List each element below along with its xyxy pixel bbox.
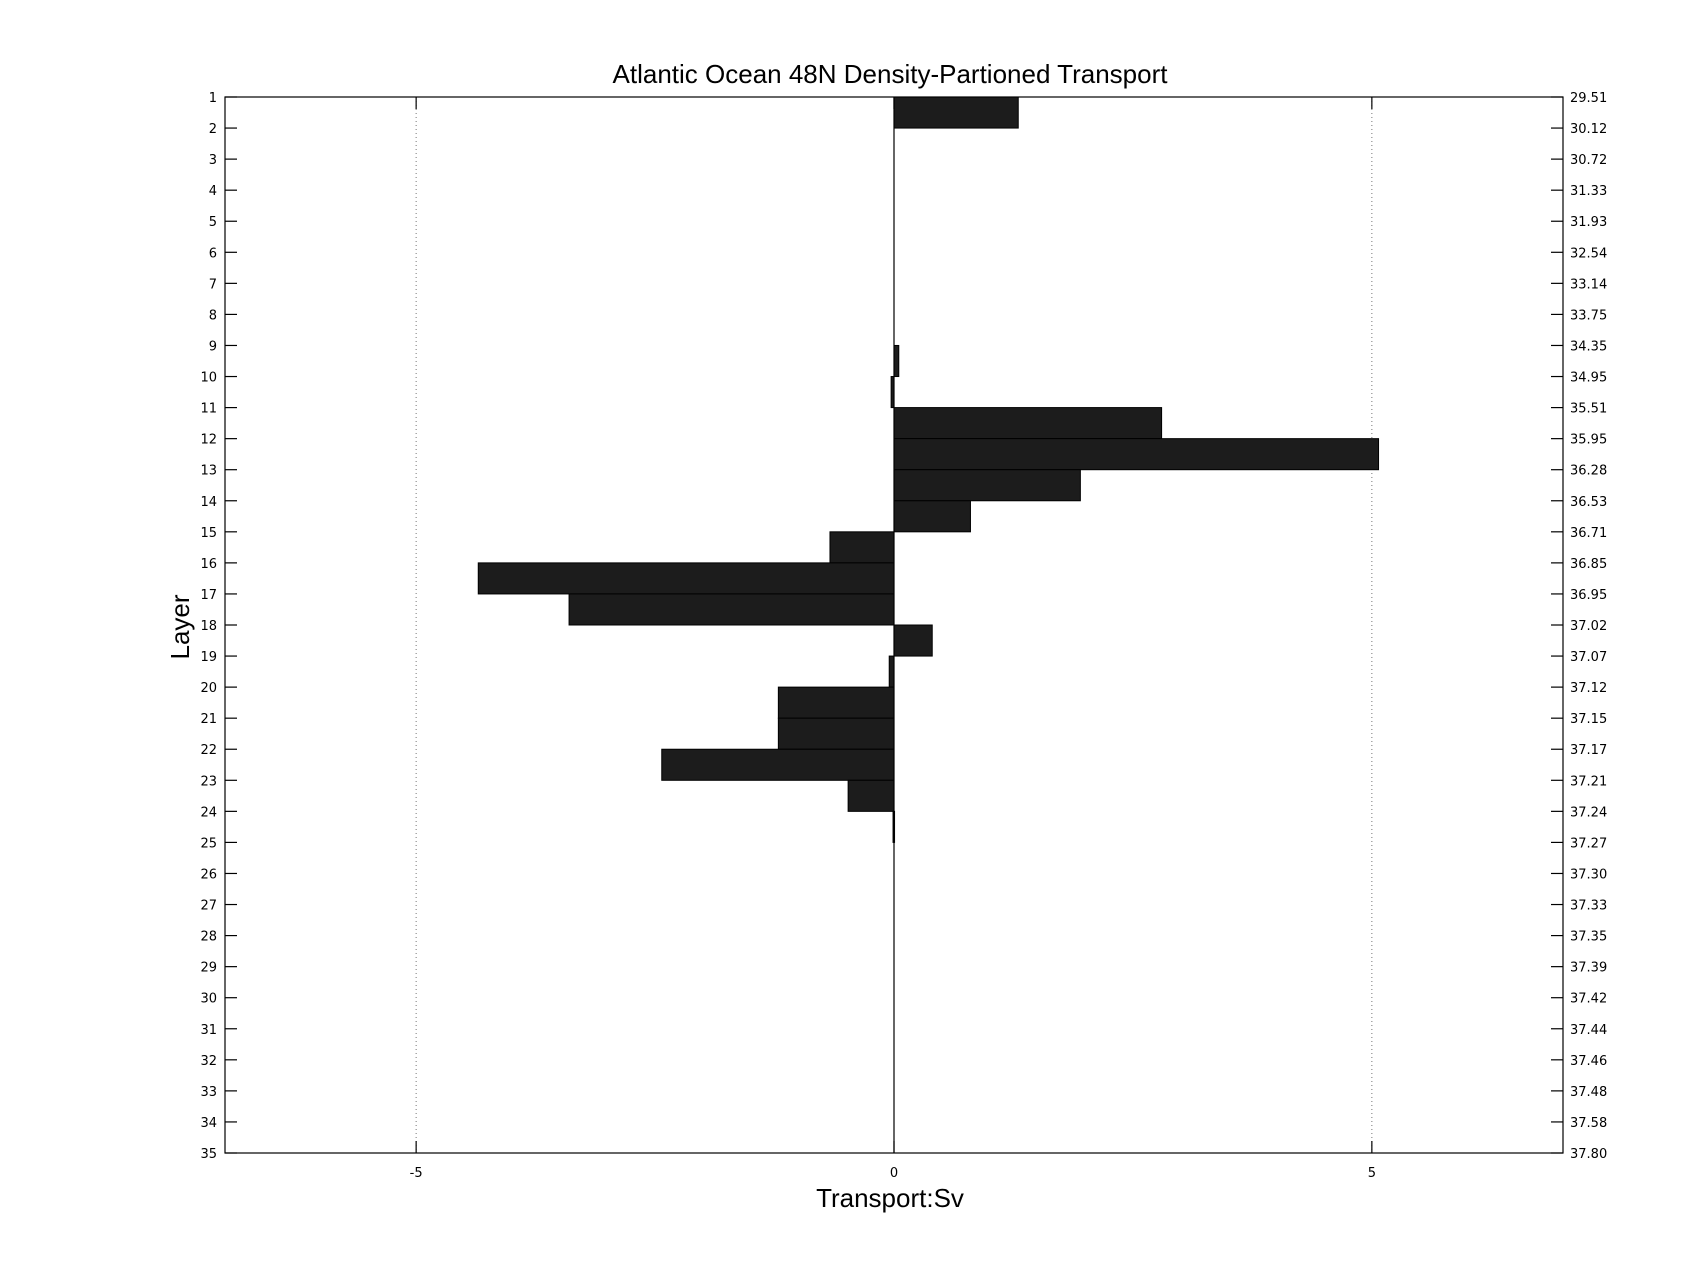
x-axis-label: Transport:Sv <box>816 1183 964 1213</box>
left-tick-label-29: 29 <box>200 961 217 976</box>
bar-layer-19 <box>888 655 895 688</box>
bar-layer-9 <box>893 344 900 378</box>
x-tick-label--5: -5 <box>410 1166 423 1181</box>
right-tick-label-23: 37.21 <box>1570 774 1607 789</box>
right-tick-label-16: 36.85 <box>1570 557 1607 572</box>
bar-layer-22 <box>661 748 895 781</box>
right-tick-label-34: 37.58 <box>1570 1116 1607 1131</box>
bar-layer-13 <box>893 469 1081 502</box>
right-tick-label-15: 36.71 <box>1570 526 1607 541</box>
right-tick-label-2: 30.12 <box>1570 122 1607 137</box>
right-tick-label-9: 34.35 <box>1570 339 1607 354</box>
left-tick-label-17: 17 <box>200 588 217 603</box>
left-tick-label-4: 4 <box>209 184 217 199</box>
right-tick-label-25: 37.27 <box>1570 836 1607 851</box>
right-tick-label-26: 37.30 <box>1570 867 1607 882</box>
right-tick-label-14: 36.53 <box>1570 495 1607 510</box>
left-tick-label-9: 9 <box>209 339 217 354</box>
bar-layer-12 <box>893 438 1380 471</box>
left-tick-label-6: 6 <box>209 246 217 261</box>
left-tick-label-8: 8 <box>209 308 217 323</box>
right-tick-label-31: 37.44 <box>1570 1023 1607 1038</box>
bar-layer-15 <box>829 531 895 564</box>
bar-layer-20 <box>777 686 895 719</box>
right-tick-label-22: 37.17 <box>1570 743 1607 758</box>
left-tick-label-26: 26 <box>200 867 217 882</box>
right-tick-label-35: 37.80 <box>1570 1147 1607 1162</box>
bars <box>477 96 1380 843</box>
right-tick-label-13: 36.28 <box>1570 464 1607 479</box>
right-axis: 29.51 30.12 30.72 31.33 31.93 32.54 33.14 33.75… <box>1551 91 1607 1162</box>
left-tick-label-2: 2 <box>209 122 217 137</box>
left-tick-label-32: 32 <box>200 1054 217 1069</box>
left-tick-label-22: 22 <box>200 743 217 758</box>
bar-layer-23 <box>847 779 895 812</box>
left-tick-label-23: 23 <box>200 774 217 789</box>
right-tick-label-1: 29.51 <box>1570 91 1607 106</box>
left-tick-label-1: 1 <box>209 91 217 106</box>
x-tick-label-5: 5 <box>1368 1166 1376 1181</box>
left-tick-label-15: 15 <box>200 526 217 541</box>
left-tick-label-25: 25 <box>200 836 217 851</box>
left-tick-label-12: 12 <box>200 433 217 448</box>
right-tick-label-28: 37.35 <box>1570 930 1607 945</box>
bar-layer-21 <box>777 717 895 750</box>
left-tick-label-24: 24 <box>200 805 217 820</box>
left-tick-label-19: 19 <box>200 650 217 665</box>
right-tick-label-27: 37.33 <box>1570 899 1607 914</box>
left-tick-label-16: 16 <box>200 557 217 572</box>
left-tick-label-5: 5 <box>209 215 217 230</box>
right-tick-label-32: 37.46 <box>1570 1054 1607 1069</box>
right-tick-label-19: 37.07 <box>1570 650 1607 665</box>
left-tick-label-21: 21 <box>200 712 217 727</box>
right-tick-label-10: 34.95 <box>1570 371 1607 386</box>
left-tick-label-33: 33 <box>200 1085 217 1100</box>
left-tick-label-10: 10 <box>200 371 217 386</box>
left-tick-label-27: 27 <box>200 899 217 914</box>
bar-layer-18 <box>893 624 933 657</box>
right-tick-label-4: 31.33 <box>1570 184 1607 199</box>
bar-layer-1 <box>893 96 1019 129</box>
y-axis-label: Layer <box>165 594 195 659</box>
right-tick-label-21: 37.15 <box>1570 712 1607 727</box>
left-tick-label-11: 11 <box>200 402 217 417</box>
left-axis: 1234567891011121314151617181920212223242… <box>200 91 237 1162</box>
left-tick-label-14: 14 <box>200 495 217 510</box>
left-tick-label-35: 35 <box>200 1147 217 1162</box>
right-tick-label-24: 37.24 <box>1570 805 1607 820</box>
right-tick-label-18: 37.02 <box>1570 619 1607 634</box>
left-tick-label-18: 18 <box>200 619 217 634</box>
right-tick-label-33: 37.48 <box>1570 1085 1607 1100</box>
left-tick-label-20: 20 <box>200 681 217 696</box>
bar-layer-16 <box>477 562 895 595</box>
right-tick-label-20: 37.12 <box>1570 681 1607 696</box>
right-tick-label-7: 33.14 <box>1570 277 1607 292</box>
x-axis: -5 0 5 <box>410 97 1376 1181</box>
bar-layer-11 <box>893 407 1163 440</box>
right-tick-label-6: 32.54 <box>1570 246 1607 261</box>
chart-title: Atlantic Ocean 48N Density-Partioned Tra… <box>613 59 1169 89</box>
bar-layer-14 <box>893 500 971 533</box>
left-tick-label-7: 7 <box>209 277 217 292</box>
left-tick-label-30: 30 <box>200 992 217 1007</box>
right-tick-label-12: 35.95 <box>1570 433 1607 448</box>
left-tick-label-13: 13 <box>200 464 217 479</box>
grid-lines <box>415 97 1373 1153</box>
right-tick-label-11: 35.51 <box>1570 402 1607 417</box>
right-tick-label-30: 37.42 <box>1570 992 1607 1007</box>
right-tick-label-3: 30.72 <box>1570 153 1607 168</box>
right-tick-label-8: 33.75 <box>1570 308 1607 323</box>
right-tick-label-29: 37.39 <box>1570 961 1607 976</box>
left-tick-label-3: 3 <box>209 153 217 168</box>
left-tick-label-34: 34 <box>200 1116 217 1131</box>
left-tick-label-28: 28 <box>200 930 217 945</box>
left-tick-label-31: 31 <box>200 1023 217 1038</box>
right-tick-label-17: 36.95 <box>1570 588 1607 603</box>
x-tick-label-0: 0 <box>890 1166 898 1181</box>
right-tick-label-5: 31.93 <box>1570 215 1607 230</box>
bar-layer-17 <box>568 593 895 626</box>
